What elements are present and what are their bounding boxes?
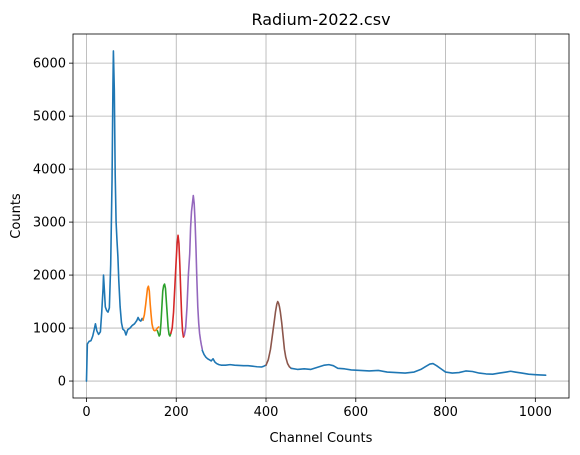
- y-tick-label: 5000: [33, 110, 66, 125]
- series-line-3: [156, 283, 172, 337]
- y-tick-label: 3000: [33, 216, 66, 231]
- series-line-4: [170, 234, 186, 338]
- series-line-7: [265, 300, 292, 370]
- x-tick-label: 200: [164, 405, 189, 420]
- series-group: [85, 50, 547, 382]
- y-tick-label: 1000: [33, 322, 66, 337]
- series-line-6: [201, 349, 267, 368]
- series-line-8: [290, 362, 547, 377]
- x-tick-label: 400: [254, 405, 279, 420]
- x-tick-label: 1000: [519, 405, 552, 420]
- x-tick-label: 0: [82, 405, 90, 420]
- y-tick-label: 4000: [33, 163, 66, 178]
- y-tick-label: 0: [58, 375, 66, 390]
- y-tick-label: 2000: [33, 269, 66, 284]
- plot-frame: [72, 33, 570, 399]
- x-axis-label: Channel Counts: [270, 431, 373, 446]
- chart-title: Radium-2022.csv: [251, 10, 390, 29]
- grid: [73, 34, 569, 398]
- x-tick-label: 600: [343, 405, 368, 420]
- x-tick-label: 800: [433, 405, 458, 420]
- series-line-1: [85, 50, 144, 382]
- ticks: 0 200 400 600 800 1000 0 1000 2000 3000 4000 5000 60…: [33, 57, 552, 420]
- y-tick-label: 6000: [33, 57, 66, 72]
- series-line-5: [183, 194, 204, 351]
- series-line-2: [142, 285, 160, 332]
- y-axis-label: Counts: [9, 193, 24, 239]
